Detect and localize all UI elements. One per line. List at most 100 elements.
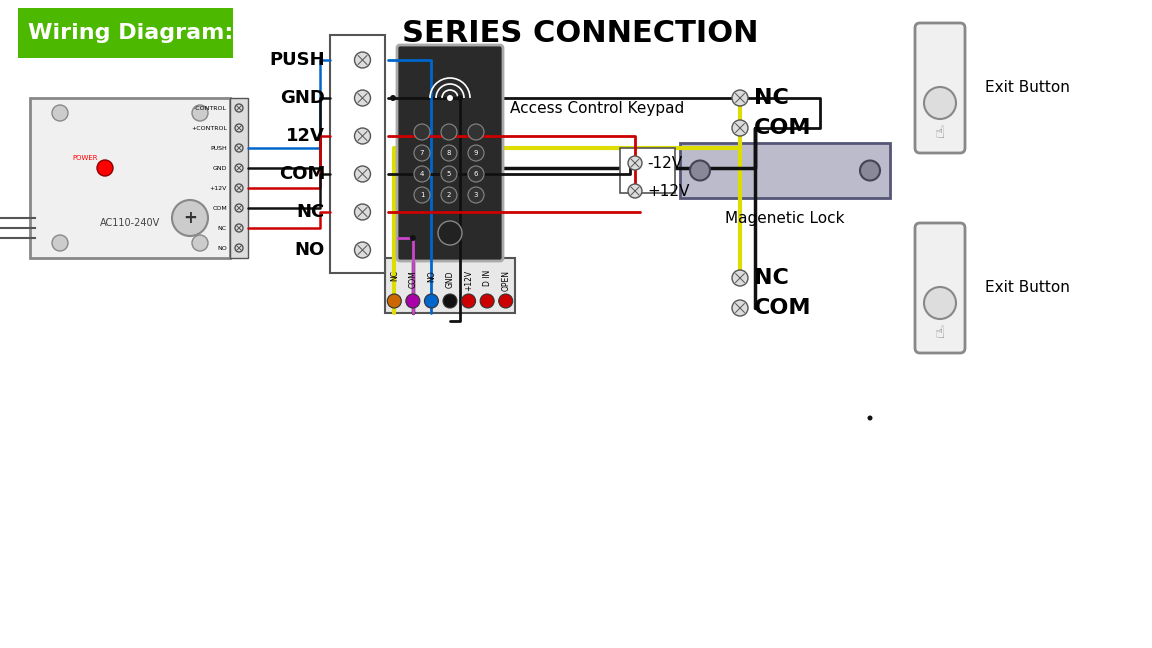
Text: 4: 4 [419, 171, 424, 177]
Circle shape [732, 300, 748, 316]
Bar [932, 34, 948, 56]
Circle shape [424, 294, 439, 308]
Text: AC110-240V: AC110-240V [100, 218, 160, 228]
Circle shape [480, 294, 494, 308]
Text: 1: 1 [419, 192, 424, 198]
Bar [230, 98, 248, 258]
Circle shape [732, 120, 748, 136]
Text: Access Control Keypad: Access Control Keypad [510, 100, 684, 115]
Bar [932, 234, 948, 256]
Circle shape [192, 105, 209, 121]
Circle shape [468, 187, 484, 203]
Circle shape [441, 187, 457, 203]
Circle shape [414, 166, 430, 182]
Circle shape [235, 184, 243, 192]
Bar [620, 148, 675, 193]
Circle shape [355, 204, 371, 220]
Circle shape [355, 52, 371, 68]
Text: 8: 8 [447, 150, 452, 156]
Text: Magenetic Lock: Magenetic Lock [726, 211, 844, 226]
Circle shape [172, 200, 209, 236]
Circle shape [441, 145, 457, 161]
Text: -12V: -12V [647, 156, 682, 170]
Text: COM: COM [212, 205, 227, 211]
Text: ☝: ☝ [935, 324, 945, 342]
Circle shape [468, 124, 484, 140]
Circle shape [97, 160, 113, 176]
Text: NO: NO [427, 270, 435, 282]
Bar [680, 143, 890, 198]
Text: +: + [183, 209, 197, 227]
Circle shape [867, 415, 872, 421]
Circle shape [444, 294, 457, 308]
Text: +12V: +12V [647, 183, 689, 198]
Bar [385, 258, 515, 313]
Circle shape [235, 204, 243, 212]
Circle shape [391, 95, 396, 101]
Circle shape [690, 161, 710, 181]
Text: +12V: +12V [210, 185, 227, 191]
Circle shape [387, 294, 401, 308]
Circle shape [732, 270, 748, 286]
Circle shape [628, 184, 642, 198]
Circle shape [924, 87, 956, 119]
FancyBboxPatch shape [915, 223, 965, 353]
Text: NC: NC [755, 268, 789, 288]
Circle shape [355, 242, 371, 258]
Circle shape [235, 104, 243, 112]
Circle shape [192, 235, 209, 251]
Text: 9: 9 [473, 150, 478, 156]
Text: 7: 7 [419, 150, 424, 156]
Text: 2: 2 [447, 192, 452, 198]
Text: NC: NC [389, 270, 399, 281]
Circle shape [235, 224, 243, 232]
Circle shape [235, 124, 243, 132]
FancyBboxPatch shape [915, 23, 965, 153]
Text: Exit Button: Exit Button [985, 80, 1070, 95]
Text: NO: NO [295, 241, 325, 259]
Text: NC: NC [218, 226, 227, 231]
Text: NC: NC [297, 203, 325, 221]
Text: PUSH: PUSH [270, 51, 325, 69]
Circle shape [468, 145, 484, 161]
Circle shape [441, 124, 457, 140]
Text: NC: NC [755, 88, 789, 108]
Text: OPEN: OPEN [501, 270, 510, 291]
Circle shape [410, 235, 416, 241]
Circle shape [499, 294, 513, 308]
Circle shape [462, 294, 476, 308]
Text: COM: COM [755, 298, 811, 318]
Circle shape [355, 166, 371, 182]
Text: COM: COM [755, 118, 811, 138]
Circle shape [355, 128, 371, 144]
Circle shape [235, 164, 243, 172]
Text: ☝: ☝ [935, 124, 945, 142]
FancyBboxPatch shape [397, 45, 503, 261]
Circle shape [355, 90, 371, 106]
Text: COM: COM [279, 165, 325, 183]
Circle shape [235, 244, 243, 252]
Bar [18, 8, 233, 58]
Text: COM: COM [408, 270, 417, 288]
Circle shape [235, 144, 243, 152]
Circle shape [457, 95, 463, 101]
Circle shape [414, 145, 430, 161]
Bar [30, 98, 230, 258]
Circle shape [732, 90, 748, 106]
Bar [329, 35, 385, 273]
Text: POWER: POWER [73, 155, 98, 161]
Circle shape [628, 156, 642, 170]
Circle shape [441, 166, 457, 182]
Text: GND: GND [212, 165, 227, 170]
Text: Wiring Diagram:: Wiring Diagram: [28, 23, 233, 43]
Circle shape [406, 294, 419, 308]
Circle shape [414, 124, 430, 140]
Bar [410, 63, 490, 118]
Text: GND: GND [446, 270, 455, 288]
Circle shape [924, 287, 956, 319]
Text: PUSH: PUSH [211, 146, 227, 150]
Circle shape [52, 235, 68, 251]
Text: NO: NO [218, 246, 227, 251]
Text: 3: 3 [473, 192, 478, 198]
Text: Exit Button: Exit Button [985, 281, 1070, 295]
